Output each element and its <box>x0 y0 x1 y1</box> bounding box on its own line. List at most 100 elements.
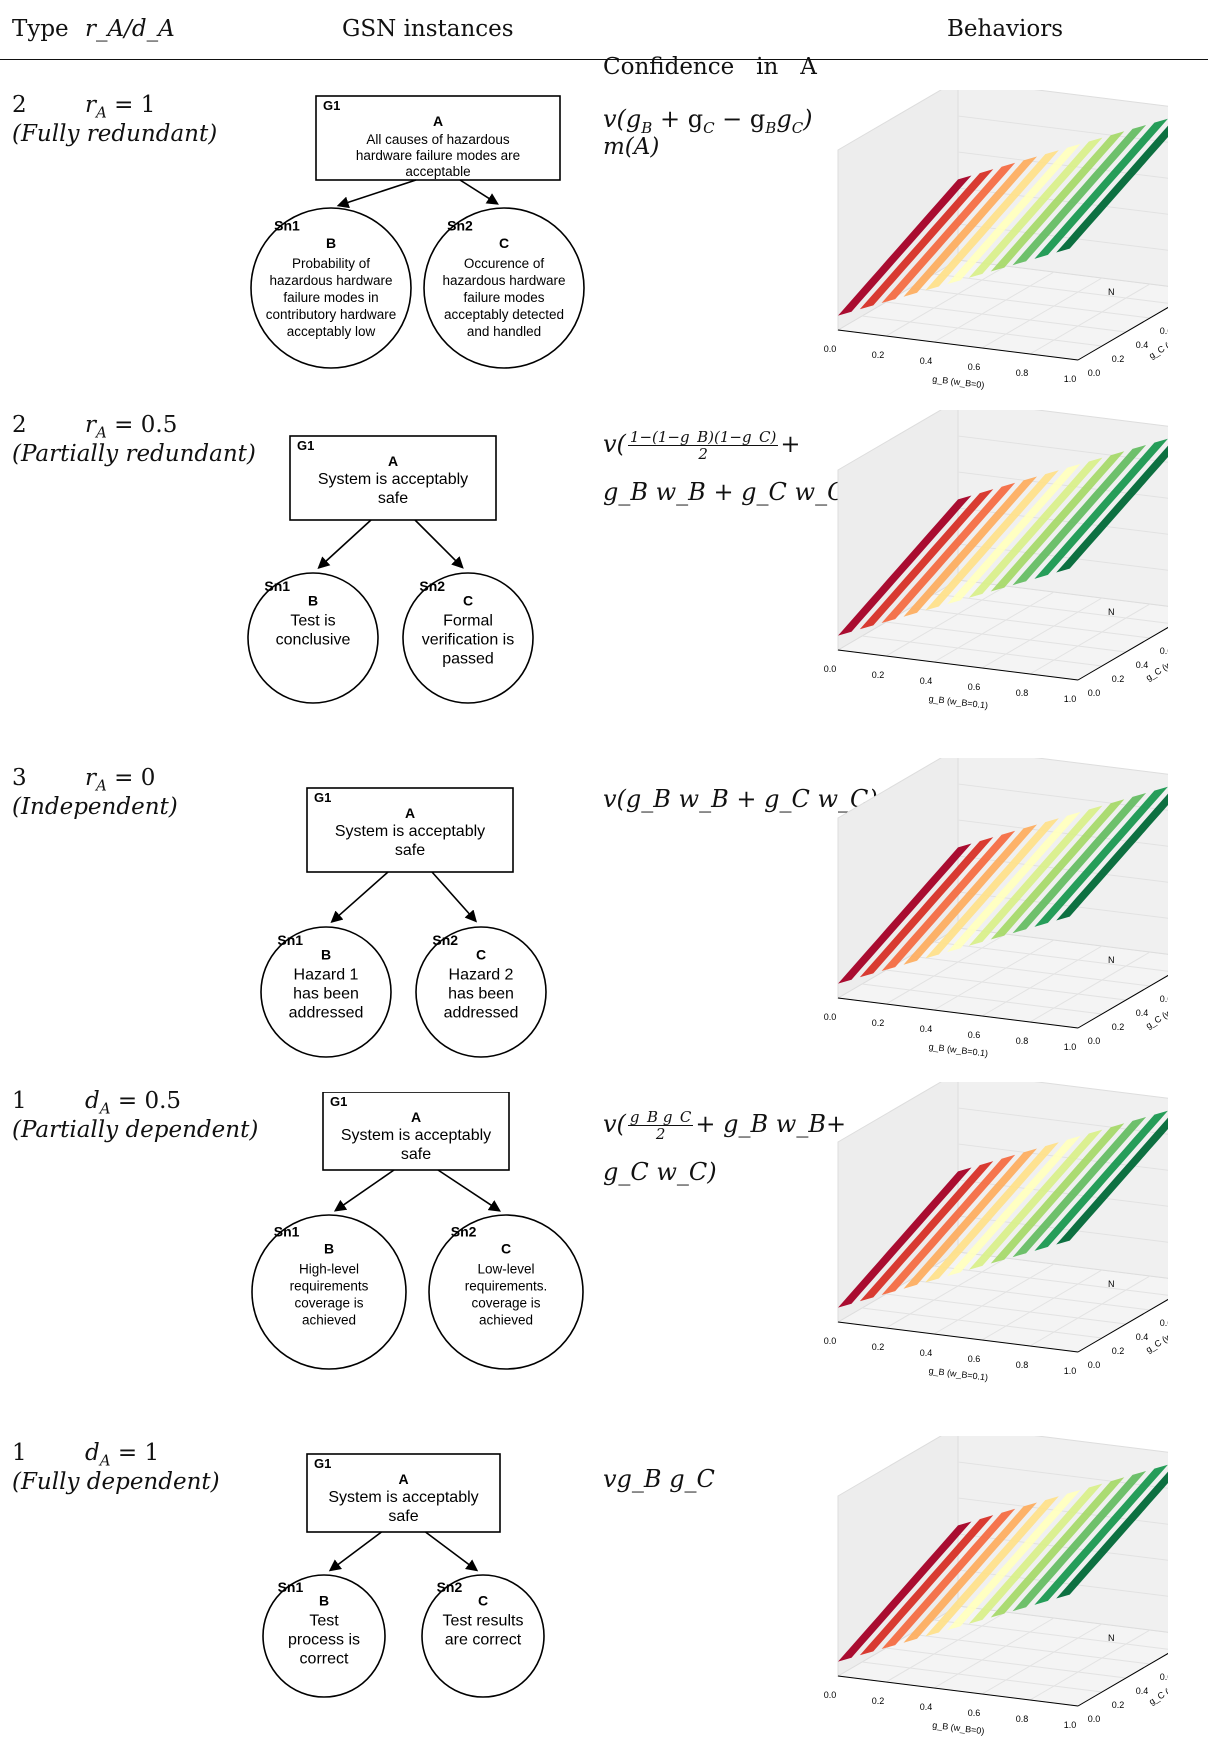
gsn-goal-letter: A <box>411 1109 421 1125</box>
gsn-arrow <box>330 871 389 924</box>
gsn-goal-letter: A <box>405 805 415 821</box>
gsn-diagram: G1 A System is acceptably safe Sn1 B Test proce… <box>262 1453 545 1698</box>
x-tick-label: 0.0 <box>824 1690 837 1700</box>
x-tick-label: 0.8 <box>1016 1714 1029 1724</box>
row-description: (Fully redundant) <box>12 121 218 147</box>
gsn-arrow <box>431 871 478 923</box>
gsn-solution-text: passed <box>442 651 494 668</box>
gsn-solution-id: Sn1 <box>274 1224 300 1240</box>
confidence-formula-1: v(gB + gC − gBgC) <box>603 105 813 137</box>
gsn-solution-letter: B <box>326 235 336 251</box>
surface-band <box>968 137 1103 278</box>
x-tick-label: 0.2 <box>872 1342 885 1352</box>
row-relation: dA = 1 <box>85 1440 160 1470</box>
surface-band <box>1034 438 1168 579</box>
surface-band <box>990 451 1125 592</box>
gsn-goal-letter: A <box>388 453 398 469</box>
row-type-number: 1 <box>12 1088 27 1114</box>
surface-band <box>990 131 1125 272</box>
header-gsn: GSN instances <box>342 16 514 42</box>
gsn-solution-text: hazardous hardware <box>269 273 392 288</box>
gsn-solution-text: coverage is <box>294 1296 363 1311</box>
gsn-solution-text: requirements. <box>465 1279 548 1294</box>
x-tick-label: 0.8 <box>1016 368 1029 378</box>
x-axis-label: g_B (w_B=0) <box>932 374 985 390</box>
x-tick-label: 0.4 <box>920 1348 933 1358</box>
gsn-solution-text: Low-level <box>477 1262 534 1277</box>
gsn-arrow <box>414 519 464 569</box>
surface-band <box>968 805 1103 946</box>
gsn-solution-circle <box>402 572 534 704</box>
gsn-goal-text: System is acceptably <box>318 471 468 488</box>
gsn-solution-text: failure modes <box>463 290 544 305</box>
gsn-goal-box <box>322 1092 510 1171</box>
plot-label-n: N <box>1108 1633 1115 1643</box>
row-relation: rA = 0.5 <box>85 412 178 442</box>
gsn-goal-text: System is acceptably <box>328 1489 478 1506</box>
surface-band <box>1056 793 1168 921</box>
gsn-arrow <box>425 1531 479 1572</box>
surface-band <box>1056 125 1168 253</box>
header-rule <box>0 59 1208 60</box>
surface-band <box>990 1123 1125 1264</box>
x-tick-label: 0.6 <box>968 1030 981 1040</box>
x-tick-label: 1.0 <box>1064 694 1077 704</box>
gsn-solution-letter: C <box>499 235 509 251</box>
surface-band <box>881 1508 1016 1649</box>
behavior-plot: MN0.00.20.40.60.81.00.00.20.40.60.81.00.… <box>824 90 1168 390</box>
surface-band <box>1034 786 1168 927</box>
gsn-goal-text: System is acceptably <box>335 823 485 840</box>
gsn-goal-id: G1 <box>297 438 314 453</box>
gsn-goal-letter: A <box>433 113 443 129</box>
gsn-solution-text: Hazard 1 <box>294 967 359 984</box>
gsn-solution-text: conclusive <box>276 632 351 649</box>
gsn-solution-id: Sn1 <box>264 578 290 594</box>
surface-band <box>947 1135 1081 1277</box>
x-tick-label: 1.0 <box>1064 1042 1077 1052</box>
gsn-solution-text: acceptably detected <box>444 307 564 322</box>
row-relation: rA = 1 <box>85 92 156 122</box>
gsn-solution-id: Sn2 <box>432 932 458 948</box>
gsn-goal-letter: A <box>398 1471 408 1487</box>
surface-band <box>881 482 1016 623</box>
x-tick-label: 0.8 <box>1016 688 1029 698</box>
surface-band <box>903 824 1037 965</box>
surface-band <box>881 830 1016 971</box>
y-tick-label: 0.0 <box>1088 688 1101 698</box>
gsn-solution-text: High-level <box>299 1262 359 1277</box>
gsn-solution-circle <box>262 1574 386 1698</box>
gsn-solution-text: acceptably low <box>287 324 376 339</box>
x-tick-label: 0.2 <box>872 1696 885 1706</box>
gsn-solution-letter: B <box>319 1593 329 1609</box>
row-description: (Fully dependent) <box>12 1469 220 1495</box>
surface-band <box>925 150 1059 291</box>
y-tick-label: 0.0 <box>1088 1036 1101 1046</box>
plot-label-n: N <box>1108 955 1115 965</box>
y-tick-label: 0.2 <box>1112 674 1125 684</box>
gsn-solution-circle <box>247 572 379 704</box>
x-tick-label: 0.2 <box>872 1018 885 1028</box>
surface-band <box>838 1167 972 1308</box>
gsn-solution-text: Occurence of <box>464 256 545 271</box>
gsn-solution-text: addressed <box>444 1005 519 1022</box>
gsn-goal-id: G1 <box>314 1456 331 1471</box>
gsn-solution-text: verification is <box>422 632 514 649</box>
gsn-solution-text: and handled <box>467 324 541 339</box>
gsn-goal-box <box>306 1453 501 1533</box>
x-tick-label: 0.8 <box>1016 1360 1029 1370</box>
y-tick-label: 0.4 <box>1136 1008 1149 1018</box>
behavior-plot: MN0.00.20.40.60.81.00.00.20.40.60.81.00.… <box>824 1082 1168 1383</box>
gsn-solution-letter: B <box>321 947 331 963</box>
surface-band <box>881 162 1016 303</box>
x-tick-label: 1.0 <box>1064 1720 1077 1730</box>
x-tick-label: 0.0 <box>824 664 837 674</box>
surface-band <box>1012 125 1147 266</box>
y-tick-label: 0.2 <box>1112 1022 1125 1032</box>
gsn-goal-id: G1 <box>330 1094 347 1109</box>
gsn-solution-circle <box>423 207 585 369</box>
gsn-solution-text: requirements <box>290 1279 369 1294</box>
gsn-solution-id: Sn2 <box>419 578 445 594</box>
behavior-plot: MN0.00.20.40.60.81.00.00.20.40.60.81.00.… <box>824 758 1168 1059</box>
surface-band <box>1012 1117 1147 1258</box>
